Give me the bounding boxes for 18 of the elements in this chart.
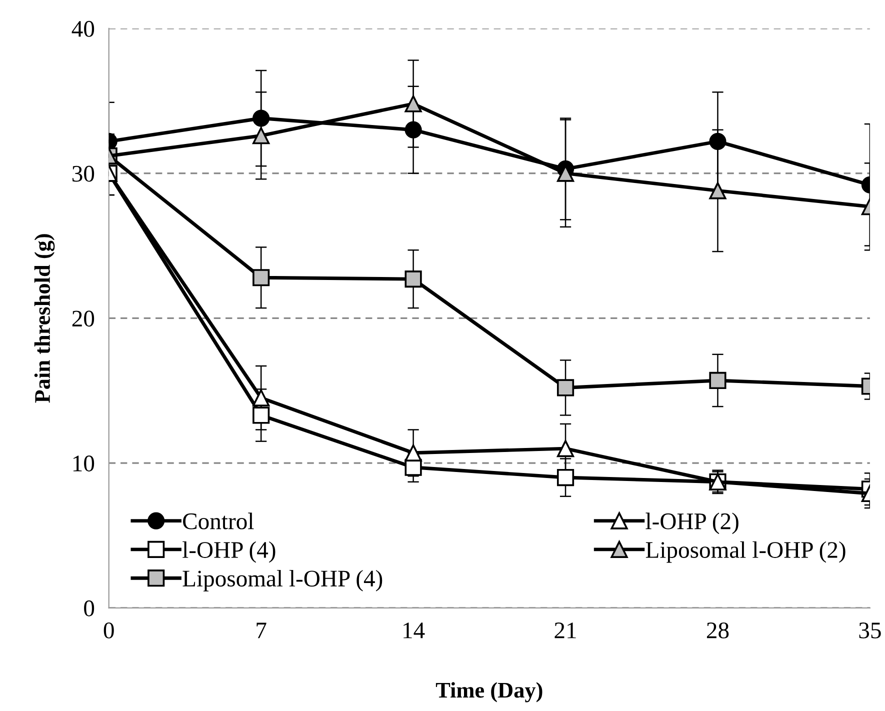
legend-label: Liposomal l-OHP (4) [182,570,382,592]
legend-label: l-OHP (4) [182,541,276,563]
y-tick-label: 20 [72,310,94,327]
x-tick-label: 35 [859,622,881,638]
y-axis-title: Pain threshold (g) [34,234,55,403]
legend-label: Control [183,512,254,530]
x-tick-label: 21 [554,622,576,638]
x-tick-label: 0 [104,622,114,638]
y-tick-label: 30 [72,166,94,182]
x-axis-title: Time (Day) [436,682,542,702]
x-tick-label: 14 [404,622,425,638]
x-tick-label: 7 [256,622,266,638]
y-tick-label: 10 [73,456,94,472]
legend-label: l-OHP (2) [646,512,738,534]
x-tick-label: 28 [706,622,729,638]
y-tick-label: 0 [84,600,94,616]
legend-label: Liposomal l-OHP (2) [646,541,846,563]
y-tick-label: 40 [72,20,94,37]
